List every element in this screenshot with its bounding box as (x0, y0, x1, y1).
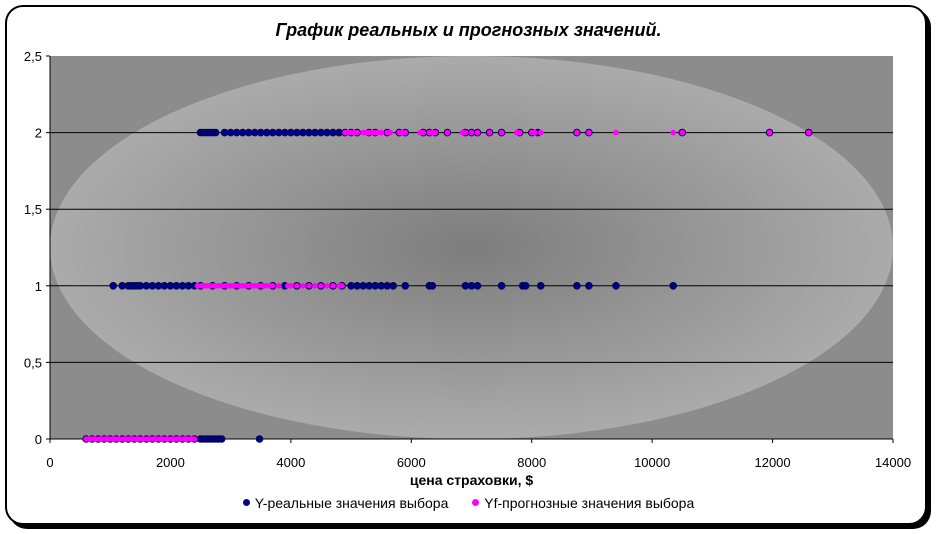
data-point-real (536, 281, 545, 290)
data-point-forecast (613, 129, 619, 136)
data-point-forecast (670, 129, 677, 136)
data-point-real (109, 281, 118, 290)
data-point-real (473, 281, 482, 290)
x-tick-label: 0 (46, 455, 53, 470)
data-point-real (211, 128, 220, 137)
data-point-forecast (420, 129, 427, 136)
x-tick-label: 10000 (634, 455, 670, 470)
data-point-real (573, 281, 581, 290)
data-point-forecast (805, 129, 812, 136)
x-tick-label: 14000 (875, 455, 911, 470)
data-point-forecast (498, 129, 505, 136)
data-point-forecast (330, 283, 336, 289)
data-point-forecast (516, 129, 523, 136)
data-point-forecast (574, 129, 580, 136)
y-tick-label: 1 (35, 279, 42, 294)
data-point-forecast (324, 283, 330, 289)
y-tick-label: 1,5 (24, 202, 42, 217)
data-point-real (497, 281, 506, 290)
legend-marker-real (242, 499, 250, 506)
x-tick-label: 2000 (156, 455, 185, 470)
data-point-forecast (586, 129, 592, 136)
y-tick-label: 0 (35, 432, 42, 447)
data-point-real (585, 281, 593, 290)
y-tick-label: 2 (35, 126, 42, 141)
y-tick-label: 0,5 (24, 355, 42, 370)
legend-label-real: Y-реальные значения выбора (254, 494, 449, 511)
data-point-forecast (378, 129, 384, 136)
data-point-forecast (462, 129, 469, 136)
data-point-forecast (402, 129, 409, 136)
y-tick-label: 2,5 (24, 49, 42, 64)
chart-title: График реальных и прогнозных значений. (275, 20, 662, 40)
data-point-forecast (486, 129, 493, 136)
series-forecast (83, 129, 812, 442)
data-point-forecast (339, 283, 345, 289)
data-point-forecast (354, 129, 360, 136)
plot-background-ellipse (50, 56, 893, 439)
x-tick-label: 6000 (397, 455, 426, 470)
data-point-forecast (318, 283, 324, 289)
x-tick-label: 12000 (754, 455, 790, 470)
legend-marker-forecast (472, 499, 480, 506)
data-point-forecast (387, 129, 394, 136)
legend-item-real: Y-реальные значения выбора (242, 494, 449, 511)
data-point-forecast (766, 129, 773, 136)
data-point-forecast (300, 283, 306, 289)
data-point-forecast (276, 283, 282, 289)
data-point-real (428, 281, 437, 290)
x-tick-label: 8000 (517, 455, 546, 470)
data-point-forecast (288, 283, 294, 289)
data-point-real (217, 435, 226, 443)
data-point-forecast (306, 283, 312, 289)
legend-item-forecast: Yf-прогнозные значения выбора (472, 495, 694, 511)
data-point-real (389, 281, 398, 290)
data-point-real (669, 281, 678, 290)
data-point-forecast (191, 436, 198, 442)
data-point-forecast (679, 129, 686, 136)
data-point-forecast (312, 283, 318, 289)
x-axis-label: цена страховки, $ (410, 472, 533, 488)
data-point-forecast (474, 129, 481, 136)
axes: 0 0,5 1 1,5 2 2,5 0 2000 4000 6000 8000 10000 12000 1… (24, 49, 911, 470)
data-point-forecast (537, 129, 544, 136)
legend-label-forecast: Yf-прогнозные значения выбора (484, 494, 695, 511)
data-point-real (612, 281, 620, 290)
data-point-forecast (269, 283, 276, 289)
data-point-forecast (432, 129, 439, 136)
legend: Y-реальные значения выбора Yf-прогнозные… (0, 493, 937, 511)
data-point-forecast (444, 129, 451, 136)
data-point-forecast (531, 129, 538, 136)
data-point-real (401, 281, 410, 290)
data-point-real (521, 281, 530, 290)
data-point-forecast (294, 283, 300, 289)
data-point-real (255, 435, 264, 443)
x-tick-label: 4000 (276, 455, 305, 470)
data-point-forecast (468, 129, 475, 136)
